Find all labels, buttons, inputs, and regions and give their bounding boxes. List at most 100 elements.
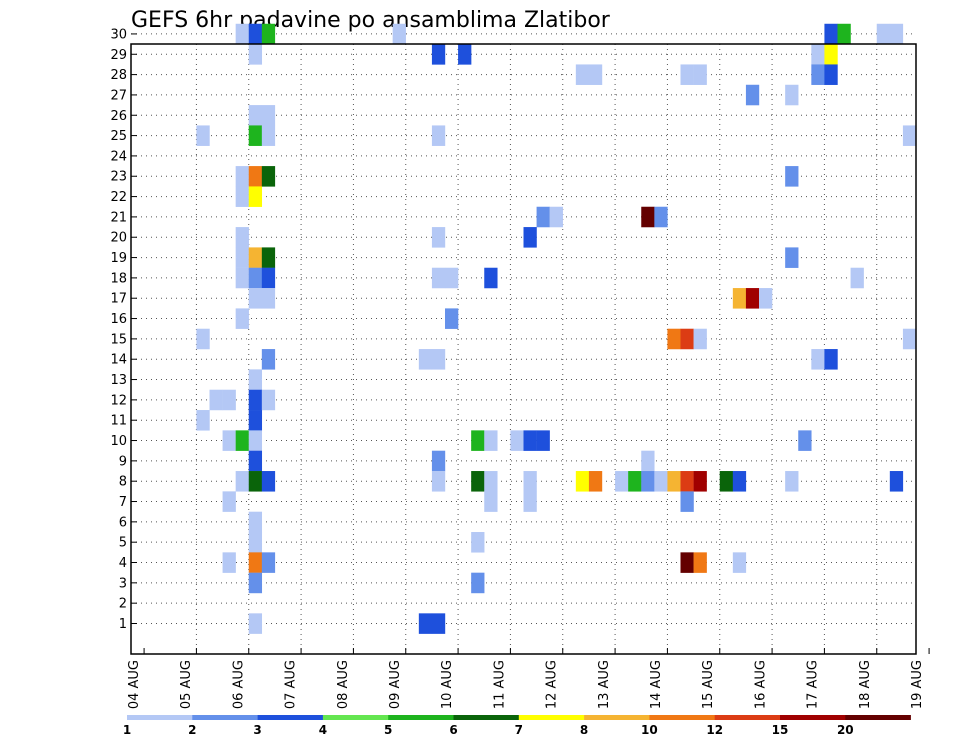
precip-cell [196,328,210,350]
y-tick-label: 21 [110,210,127,225]
precip-cell [785,166,799,187]
precip-cell [248,532,263,553]
x-tick-label: 18 AUG [858,660,873,709]
precip-cell [719,471,734,492]
y-tick-label: 4 [119,556,127,571]
x-tick-label: 07 AUG [284,660,299,709]
precipitation-cells [196,23,917,634]
x-tick-label: 16 AUG [753,660,768,709]
x-tick-label: 17 AUG [806,660,821,709]
y-tick-label: 23 [110,170,127,185]
precip-cell [902,328,917,350]
precip-cell [431,613,446,634]
precip-cell [588,471,603,492]
colorbar-swatch [453,715,520,720]
precip-cell [732,552,747,573]
x-tick-label: 19 AUG [910,660,925,709]
y-tick-label: 6 [119,515,127,530]
colorbar-label: 10 [641,723,658,737]
precip-cell [889,471,904,492]
precip-cell [628,471,642,492]
precip-cell [641,450,655,472]
precip-cell [732,288,747,309]
y-tick-label: 27 [110,88,127,103]
colorbar-swatch [780,715,846,720]
precip-cell [575,471,590,492]
colorbar-swatch [322,715,389,720]
precip-cell [471,471,485,492]
precip-cell [458,44,472,65]
x-tick-label: 10 AUG [440,660,455,709]
plot-frame [130,43,917,655]
precip-cell [235,471,249,492]
precip-cell [471,532,485,553]
precip-cell [680,64,694,85]
precip-cell [431,450,446,472]
precip-cell [222,389,236,411]
precip-cell [235,267,249,289]
y-tick-label: 15 [110,332,127,347]
colorbar-label: 4 [319,723,327,737]
precip-cell [235,166,249,187]
y-tick-label: 10 [110,434,127,449]
precip-cell [693,552,707,573]
precip-cell [693,471,707,492]
precip-cell [222,491,236,512]
y-tick-label: 29 [110,48,127,63]
precip-cell [261,471,276,492]
x-tick-label: 04 AUG [127,660,142,709]
colorbar-label: 20 [837,723,854,737]
colorbar-swatch [388,715,454,720]
colorbar-label: 8 [580,723,588,737]
colorbar-swatch [127,715,193,720]
precip-cell [248,247,263,268]
precip-cell [680,471,694,492]
precip-cell [484,471,498,492]
precip-cell [824,23,838,45]
precip-cell [431,227,446,248]
precip-cell [261,166,276,187]
precip-cell [837,23,851,45]
y-tick-label: 26 [110,109,127,124]
precip-cell [889,23,904,45]
precip-cell [248,186,263,207]
precip-cell [248,369,263,390]
y-tick-label: 30 [110,27,127,42]
precip-cell [248,450,263,472]
precip-cell [523,430,537,451]
colorbar-swatch [192,715,258,720]
colorbar-swatch [257,715,324,720]
precip-cell [261,23,276,45]
precip-cell [261,552,276,573]
precip-cell [615,471,629,492]
colorbar-label: 1 [123,723,131,737]
x-tick-label: 08 AUG [336,660,351,709]
y-tick-label: 20 [110,231,127,246]
precip-cell [248,410,263,431]
y-tick-label: 13 [110,373,127,388]
precip-cell [680,552,694,573]
precip-cell [484,491,498,512]
precip-cell [222,430,236,451]
y-tick-label: 17 [110,292,127,307]
y-tick-label: 25 [110,129,127,144]
colorbar-label: 2 [188,723,196,737]
precip-cell [248,267,263,289]
precip-cell [261,288,276,309]
precip-cell [536,430,550,451]
precip-cell [484,430,498,451]
precip-cell [471,430,485,451]
precip-cell [235,227,249,248]
x-tick-label: 14 AUG [649,660,664,709]
precip-cell [641,471,655,492]
precip-cell [235,186,249,207]
precip-cell [811,349,825,370]
precip-cell [523,227,537,248]
precip-cell [261,247,276,268]
y-tick-label: 11 [110,414,127,429]
x-tick-label: 13 AUG [597,660,612,709]
y-tick-label: 7 [119,495,127,510]
y-tick-label: 1 [119,617,127,632]
y-axis-ticks: 1234567891011121314151617181920212223242… [110,27,137,632]
y-tick-label: 16 [110,312,127,327]
